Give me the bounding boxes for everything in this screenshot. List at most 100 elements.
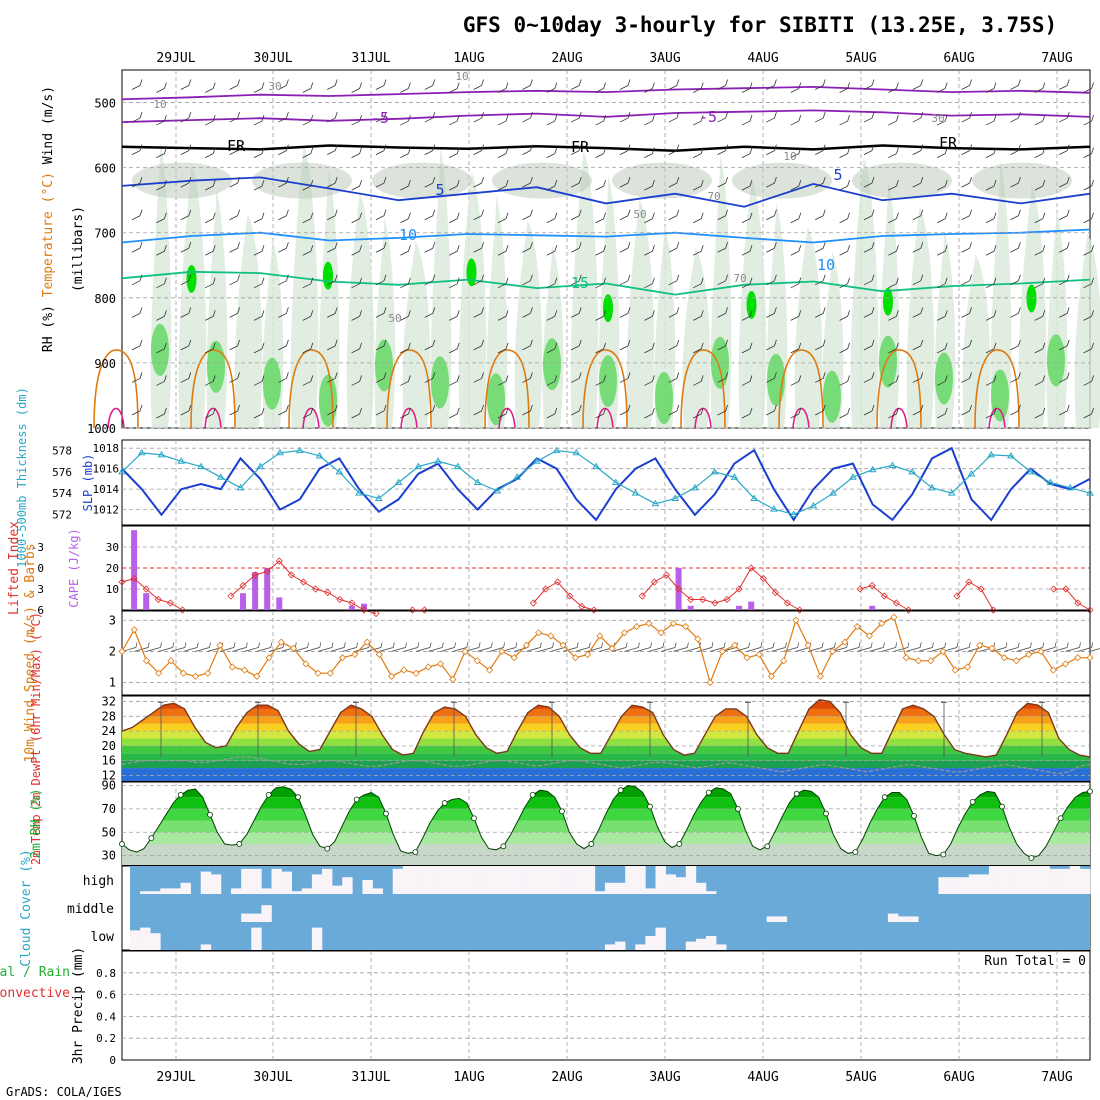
rh-point <box>119 841 125 847</box>
wind-barb <box>538 642 555 652</box>
wind-barb <box>571 79 582 90</box>
wind-barb <box>888 212 899 224</box>
cloud-bar <box>281 871 292 894</box>
rh-point <box>324 845 331 852</box>
wind-barb <box>497 342 509 354</box>
wind-barb <box>253 310 265 321</box>
li-point <box>360 606 368 614</box>
wind-barb <box>888 407 899 419</box>
wind-barb <box>961 274 972 286</box>
li-point <box>687 595 695 604</box>
wind-barb <box>351 147 362 158</box>
wind-barb <box>766 79 777 90</box>
rh-point <box>207 811 213 818</box>
wind-barb <box>937 212 948 224</box>
cloud-bar <box>968 874 980 894</box>
panel-frame <box>121 439 1091 526</box>
temp-band <box>122 753 1090 761</box>
wind-barb <box>619 79 631 90</box>
cloud-bar <box>150 933 161 950</box>
wind-point <box>633 622 641 631</box>
cloud-bar <box>130 930 141 950</box>
wind-barb <box>497 114 509 126</box>
wind-barb <box>205 310 216 321</box>
cloud-bar <box>1049 868 1060 894</box>
wind-barb <box>546 310 558 321</box>
axis-title-part: 2m RH (%) <box>29 788 44 858</box>
wind-barb <box>1083 147 1094 158</box>
wind-tick-label: 2 <box>109 644 116 658</box>
wind-barb <box>571 307 582 318</box>
wind-barb <box>937 310 948 321</box>
cloud-bar <box>1059 868 1071 894</box>
wind-barb <box>612 642 628 652</box>
cloud-bar <box>372 888 383 894</box>
axis-title-part: (millibars) <box>71 206 86 292</box>
wind-barb <box>424 372 436 383</box>
cloud-bar <box>776 916 788 922</box>
wind-barb <box>888 245 899 256</box>
wind-barb <box>180 111 192 123</box>
wind-barb <box>278 177 289 188</box>
wind-barb <box>1010 177 1021 188</box>
cape-bar <box>276 597 283 610</box>
wind-point <box>289 644 298 652</box>
wind-barb <box>375 177 387 188</box>
wind-barb <box>644 342 655 354</box>
wind-barb <box>955 642 971 652</box>
contour-label: 10 <box>399 226 417 244</box>
wind-barb <box>180 79 192 90</box>
contour-label: FR <box>571 138 590 156</box>
wind-barb <box>449 407 460 419</box>
wind-barb <box>839 147 850 158</box>
axis-title: 10m Wind Speed (m/s) & Barbs <box>23 543 38 762</box>
wind-barb <box>229 372 240 383</box>
li-point <box>1050 585 1058 593</box>
wind-barb <box>668 79 680 90</box>
isotherm-20 <box>582 349 628 429</box>
precip-tick-label: 0.2 <box>96 1032 116 1045</box>
wind-barb <box>424 177 436 188</box>
wind-barb <box>449 310 460 321</box>
wind-barb <box>278 274 289 286</box>
wind-barb <box>668 177 680 188</box>
wind-barb <box>400 147 411 158</box>
rh-point <box>471 815 477 822</box>
wind-barb <box>156 180 167 191</box>
date-tick-label: 7AUG <box>1041 51 1072 66</box>
cloud-bar <box>301 888 313 894</box>
cloud-bar <box>170 888 181 894</box>
wind-barb <box>571 144 582 155</box>
wind-barb <box>546 212 558 224</box>
rh-point <box>588 841 595 847</box>
thickness-point <box>137 448 146 456</box>
isotherm-20 <box>680 349 726 429</box>
wind-barb <box>253 147 265 158</box>
date-tick-label: 5AUG <box>845 1070 876 1085</box>
rh-tick-label: 50 <box>102 825 116 839</box>
wind-barb <box>229 177 240 188</box>
wind-barb <box>1083 212 1094 224</box>
wind-point <box>718 647 726 656</box>
wind-barb <box>863 404 875 416</box>
cloud-bar <box>1069 866 1081 894</box>
wind-barb <box>131 177 143 188</box>
wind-barb <box>644 277 655 289</box>
cloud-bar <box>655 927 666 950</box>
wind-barb <box>644 180 655 191</box>
cape-tick-label: 10 <box>106 583 119 596</box>
wind-barb <box>937 342 948 354</box>
wind-barb <box>229 274 240 286</box>
wind-barb <box>815 339 826 351</box>
wind-point <box>755 650 763 659</box>
rh-shade <box>234 213 263 428</box>
temp-line <box>121 698 1091 758</box>
wind-point <box>375 650 383 659</box>
wind-point <box>437 660 445 668</box>
wind-barb <box>1034 277 1046 289</box>
wind-barb <box>888 147 899 158</box>
wind-barb <box>131 79 143 90</box>
wind-barb <box>668 111 680 123</box>
wind-barb <box>526 642 542 652</box>
wind-barb <box>893 642 910 652</box>
